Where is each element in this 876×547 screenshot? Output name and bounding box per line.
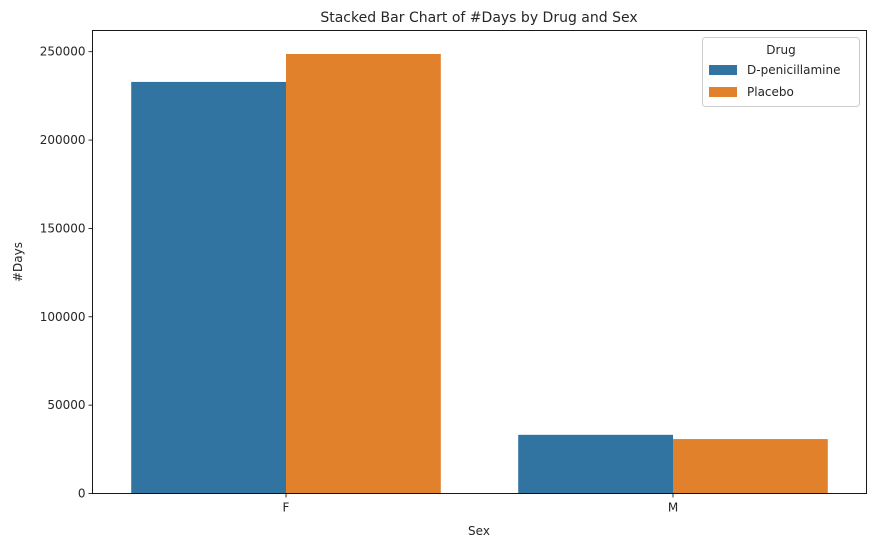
x-tick-label: F <box>283 501 290 515</box>
chart-title: Stacked Bar Chart of #Days by Drug and S… <box>320 10 637 26</box>
bar-placebo-m <box>673 439 828 494</box>
y-tick-label: 150000 <box>40 221 86 235</box>
legend-label-d-penicillamine: D-penicillamine <box>747 63 840 77</box>
legend-swatch-placebo <box>709 87 737 97</box>
legend-swatch-d-penicillamine <box>709 65 737 75</box>
legend-frame <box>702 37 860 107</box>
y-axis-ticks: 0 50000 100000 150000 200000 250000 <box>40 45 93 501</box>
legend-items: D-penicillamine Placebo <box>709 63 840 99</box>
y-tick-label: 0 <box>78 487 86 501</box>
legend: Drug D-penicillamine Placebo <box>702 37 860 107</box>
bars-layer <box>131 54 828 494</box>
x-tick-label: M <box>668 501 678 515</box>
y-tick-label: 100000 <box>40 310 86 324</box>
legend-title: Drug <box>766 43 795 57</box>
y-tick-label: 250000 <box>40 45 86 59</box>
bar-placebo-f <box>286 54 441 494</box>
x-axis-label: Sex <box>468 524 490 538</box>
bar-d-penicillamine-f <box>131 81 286 494</box>
y-axis-label: #Days <box>11 242 25 282</box>
plot-frame <box>92 30 867 494</box>
y-tick-label: 50000 <box>47 398 85 412</box>
bar-d-penicillamine-m <box>518 434 673 494</box>
legend-label-placebo: Placebo <box>747 85 794 99</box>
y-tick-label: 200000 <box>40 133 86 147</box>
